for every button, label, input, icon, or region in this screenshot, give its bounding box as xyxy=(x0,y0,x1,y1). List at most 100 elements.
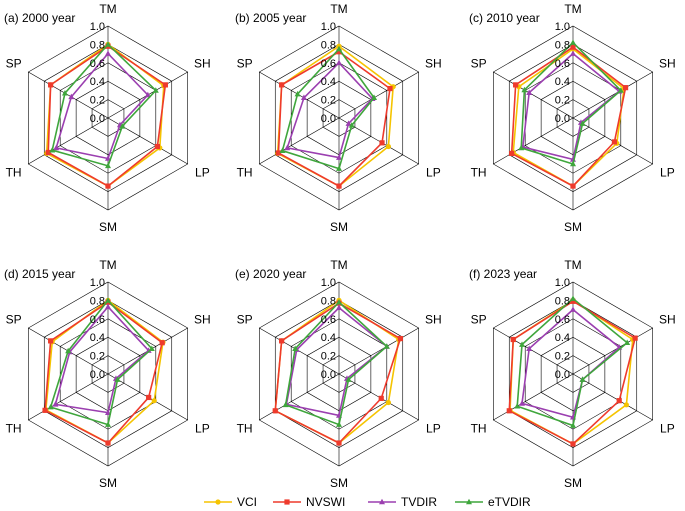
legend-item-etvdir: eTVDIR xyxy=(455,495,531,509)
data-point xyxy=(336,154,342,160)
data-point xyxy=(154,143,160,150)
series-line xyxy=(285,306,389,417)
series-etvdir xyxy=(279,45,378,171)
axis-label: TM xyxy=(564,258,581,272)
tick-label: 0.2 xyxy=(90,351,105,363)
data-point xyxy=(579,120,586,126)
data-point xyxy=(506,408,512,414)
data-point xyxy=(611,139,618,145)
tick-label: 0.0 xyxy=(555,113,570,125)
tick-label: 0.2 xyxy=(321,95,336,107)
series-tvdir xyxy=(519,50,623,162)
data-point xyxy=(345,120,352,126)
data-point xyxy=(336,59,342,66)
tick-label: 0.2 xyxy=(90,95,105,107)
axis-label: SP xyxy=(471,57,487,71)
legend: VCI NVSWI TVDIR eTVDIR xyxy=(204,495,531,509)
axis-label: LP xyxy=(426,422,441,436)
data-point xyxy=(294,90,301,97)
series-line xyxy=(509,299,634,445)
radar-panel: 0.0 0.2 0.4 0.6 0.8 1.0 TM SH LP SM TH SP (b) 2005 y… xyxy=(235,2,442,234)
grid-spoke xyxy=(572,373,653,421)
tick-label: 0.0 xyxy=(90,113,105,125)
axis-label: TH xyxy=(6,166,22,180)
radar-panel: 0.0 0.2 0.4 0.6 0.8 1.0 TM SH LP SM TH SP (f) 2023 y… xyxy=(469,258,676,490)
tick-label: 0.6 xyxy=(321,314,336,326)
data-point xyxy=(345,376,352,382)
tick-label: 1.0 xyxy=(90,277,105,289)
legend-label: eTVDIR xyxy=(488,495,531,509)
legend-marker xyxy=(379,498,385,505)
data-point xyxy=(336,304,342,311)
grid-spoke xyxy=(28,373,109,421)
tick-label: 1.0 xyxy=(555,277,570,289)
tick-label: 0.6 xyxy=(555,314,570,326)
legend-label: NVSWI xyxy=(306,495,345,509)
grid-spoke xyxy=(493,117,574,165)
data-point xyxy=(521,86,528,93)
legend-item-nvswi: NVSWI xyxy=(273,495,345,509)
data-point xyxy=(623,402,629,408)
panel-title: (e) 2020 year xyxy=(235,267,306,281)
data-point xyxy=(48,82,54,88)
data-point xyxy=(159,340,165,346)
panel-title: (f) 2023 year xyxy=(469,267,537,281)
data-point xyxy=(105,41,111,47)
tick-label: 0.8 xyxy=(321,295,336,307)
axis-label: SM xyxy=(99,220,117,234)
data-point xyxy=(371,94,378,101)
data-point xyxy=(279,147,286,153)
axis-label: TM xyxy=(99,2,116,16)
data-point xyxy=(279,338,285,344)
data-point xyxy=(148,345,155,351)
tick-label: 0.8 xyxy=(555,39,570,51)
series-etvdir xyxy=(47,297,155,427)
tick-label: 0.6 xyxy=(90,58,105,70)
data-point xyxy=(65,347,72,354)
tick-label: 0.4 xyxy=(555,332,570,344)
panel-title: (d) 2015 year xyxy=(4,267,75,281)
data-point xyxy=(526,345,533,351)
series-line xyxy=(520,41,622,166)
tick-label: 0.8 xyxy=(90,39,105,51)
data-point xyxy=(105,162,111,169)
grid-spoke xyxy=(572,327,653,375)
data-point xyxy=(47,403,54,410)
tick-label: 0.0 xyxy=(321,113,336,125)
grid-spoke xyxy=(28,117,109,165)
data-point xyxy=(348,122,355,128)
tick-label: 0.2 xyxy=(555,95,570,107)
data-point xyxy=(105,421,111,427)
data-point xyxy=(336,421,342,427)
data-point xyxy=(385,399,391,406)
tick-label: 0.4 xyxy=(90,332,105,344)
series-vci xyxy=(44,41,167,189)
data-point xyxy=(519,341,526,347)
axis-label: TH xyxy=(237,166,253,180)
tick-label: 0.4 xyxy=(555,76,570,88)
axis-label: SP xyxy=(237,313,253,327)
series-etvdir xyxy=(282,299,390,427)
data-point xyxy=(152,87,159,93)
legend-marker xyxy=(215,499,221,505)
tick-label: 0.6 xyxy=(90,314,105,326)
grid-spoke xyxy=(259,373,340,421)
data-point xyxy=(397,335,403,342)
data-point xyxy=(518,144,525,151)
series-nvswi xyxy=(275,49,393,189)
data-point xyxy=(45,149,51,156)
data-point xyxy=(385,143,391,150)
data-point xyxy=(570,306,576,312)
series-etvdir xyxy=(49,41,159,169)
data-point xyxy=(336,183,342,189)
axis-label: TH xyxy=(237,422,253,436)
panel-title: (b) 2005 year xyxy=(235,11,306,25)
data-point xyxy=(300,94,307,101)
axis-label: TH xyxy=(471,166,487,180)
data-point xyxy=(579,376,586,382)
tick-label: 0.4 xyxy=(90,76,105,88)
axis-label: TM xyxy=(330,2,347,16)
axis-label: TM xyxy=(564,2,581,16)
data-point xyxy=(275,150,282,156)
